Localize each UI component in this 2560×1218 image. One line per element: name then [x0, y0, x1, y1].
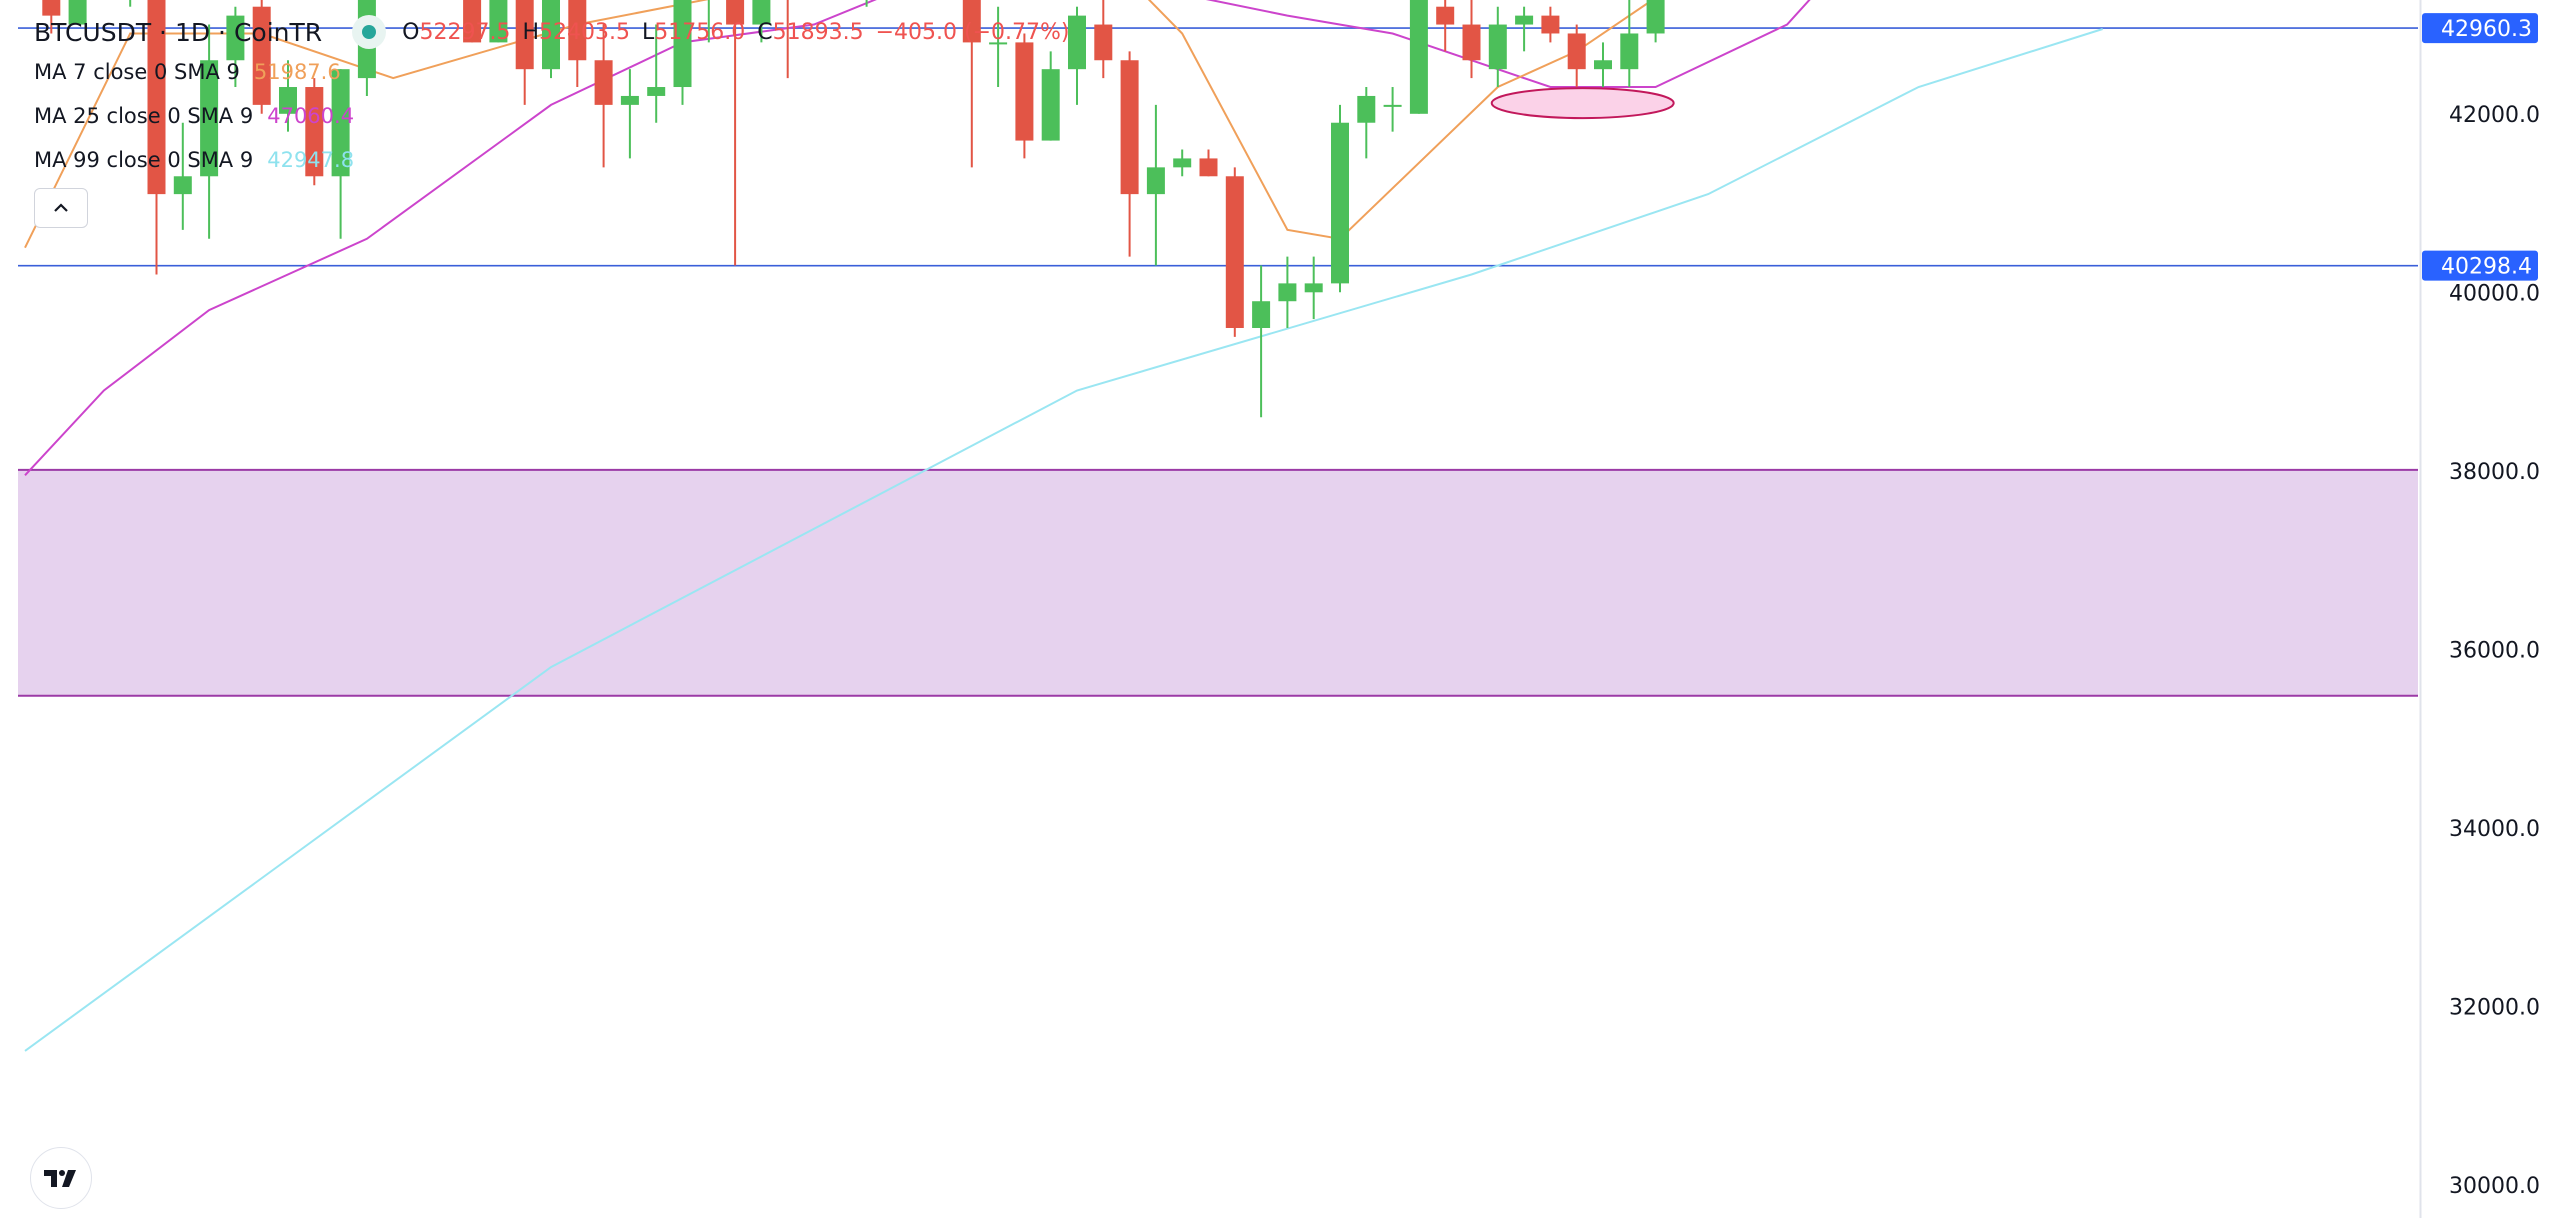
low-value: 51756.0 [654, 19, 746, 45]
symbol-row: BTCUSDT · 1D · CoinTR O52297.5 H52403.5 L5… [34, 14, 1081, 50]
y-axis-tick-label: 40000.0 [2449, 281, 2540, 306]
high-value: 52403.5 [538, 19, 630, 45]
tradingview-logo-icon [44, 1170, 76, 1187]
candle-body [1146, 167, 1165, 195]
ma99-line [24, 28, 2104, 1052]
high-label: H [522, 19, 539, 45]
candle-body [1594, 60, 1612, 70]
candle-body [620, 95, 639, 105]
candle-body [1304, 283, 1323, 293]
indicator-value: 42947.8 [267, 148, 355, 172]
chevron-up-icon [54, 203, 68, 212]
candle-body [594, 60, 613, 105]
ma7-line [24, 0, 1655, 249]
candle-body [1383, 104, 1402, 107]
price-label-text: 40298.4 [2441, 255, 2532, 280]
change-value: −405.0 (−0.77%) [875, 19, 1070, 45]
candle-body [200, 60, 219, 177]
candle-body [1225, 176, 1244, 328]
candle-body [1646, 0, 1665, 34]
indicator-value: 51987.6 [253, 60, 341, 84]
low-label: L [641, 19, 655, 45]
indicator-value: 47060.4 [267, 104, 355, 128]
price-label-bg [2422, 13, 2538, 44]
support-zone [18, 469, 2418, 696]
candle-body [1331, 122, 1349, 284]
price-label-bg [2422, 250, 2538, 281]
candle-body [305, 87, 324, 177]
open-value: 52297.5 [419, 19, 511, 45]
y-axis-tick-label: 34000.0 [2449, 817, 2540, 842]
candle-body [647, 87, 666, 96]
candle-body [568, 0, 587, 61]
ohlc-values: O52297.5 H52403.5 L51756.0 C51893.5 −405.0 (… [402, 20, 1081, 45]
market-status-icon[interactable] [352, 15, 387, 49]
tradingview-logo[interactable] [30, 1147, 92, 1209]
candle-body [1120, 60, 1139, 195]
legend-collapse-button[interactable] [34, 188, 88, 228]
market-status-dot [362, 25, 377, 39]
candle-body [989, 42, 1008, 45]
candle-body [1173, 158, 1192, 168]
chart-legend: BTCUSDT · 1D · CoinTR O52297.5 H52403.5 L5… [34, 14, 1081, 182]
candle-body [673, 0, 692, 88]
y-axis-tick-label: 36000.0 [2449, 638, 2540, 663]
indicator-ma7[interactable]: MA 7 close 0 SMA 9 51987.6 [34, 50, 1081, 94]
candle-body [252, 6, 271, 105]
consolidation-ellipse [1490, 87, 1675, 120]
price-label-text: 42960.3 [2441, 17, 2532, 42]
y-axis-tick-label: 38000.0 [2449, 460, 2540, 485]
candle-body [515, 0, 534, 70]
indicator-label: MA 25 close 0 SMA 9 [34, 104, 254, 128]
candle-body [1068, 15, 1086, 70]
y-axis-tick-label: 32000.0 [2449, 995, 2540, 1020]
candle-body [147, 0, 166, 195]
candle-body [1462, 24, 1481, 61]
candle-body [1409, 0, 1428, 114]
candle-body [331, 69, 350, 177]
candle-body [226, 15, 245, 61]
candle-body [1567, 33, 1586, 70]
symbol-title[interactable]: BTCUSDT · 1D · CoinTR [34, 17, 323, 47]
candle-body [1252, 301, 1271, 328]
candle-body [279, 87, 297, 114]
candle-body [726, 0, 745, 25]
candle-body [68, 0, 87, 25]
candle-body [173, 176, 192, 195]
candle-body [1041, 69, 1060, 141]
y-axis-tick-label: 30000.0 [2449, 1174, 2540, 1199]
candle-body [1199, 158, 1218, 177]
candle-body [1278, 283, 1297, 302]
ma25-line [24, 0, 1811, 476]
indicator-label: MA 7 close 0 SMA 9 [34, 60, 240, 84]
candle-body [752, 0, 771, 25]
candle-body [1488, 24, 1507, 70]
open-label: O [402, 19, 420, 45]
candle-body [1015, 42, 1034, 141]
candle-body [463, 0, 482, 43]
y-axis-tick-label: 42000.0 [2449, 103, 2540, 128]
close-label: C [757, 19, 773, 45]
candle-body [542, 0, 560, 70]
price-label: 40298.4 [2422, 250, 2538, 281]
candle-body [1436, 6, 1455, 25]
candle-body [1620, 33, 1639, 70]
close-value: 51893.5 [772, 19, 864, 45]
price-label: 42960.3 [2422, 13, 2538, 44]
indicator-ma99[interactable]: MA 99 close 0 SMA 9 42947.8 [34, 138, 1081, 182]
candle-body [42, 0, 61, 16]
candle-body [1094, 24, 1113, 61]
candle-body [1515, 15, 1534, 25]
candle-body [962, 0, 981, 43]
indicator-label: MA 99 close 0 SMA 9 [34, 148, 254, 172]
candle-body [1541, 15, 1560, 34]
candle-body [489, 0, 508, 43]
candle-body [1357, 95, 1376, 123]
indicator-ma25[interactable]: MA 25 close 0 SMA 9 47060.4 [34, 94, 1081, 138]
